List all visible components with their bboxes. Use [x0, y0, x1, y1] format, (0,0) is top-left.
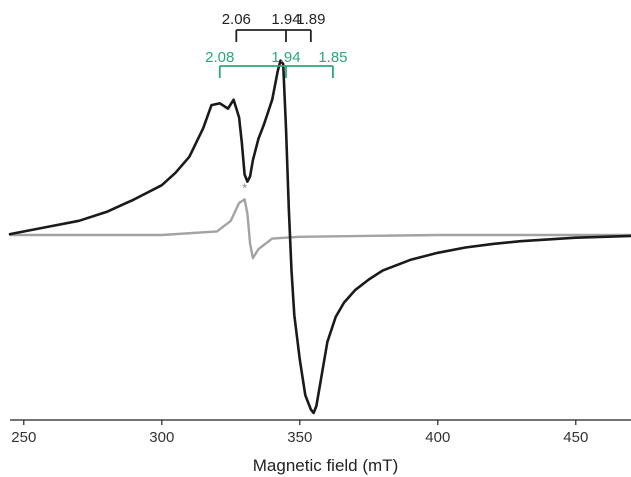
g-black-label: 1.94: [271, 11, 300, 28]
g-value-annotations: 2.06 1.941.892.08 1.94 1.85: [205, 11, 348, 78]
x-tick-label: 250: [11, 429, 36, 446]
g-green-label: 1.85: [318, 49, 347, 66]
x-tick-label: 450: [563, 429, 588, 446]
g-green-label: 1.94: [271, 49, 300, 66]
spectrum-traces: *: [8, 59, 631, 415]
x-tick-label: 400: [425, 429, 450, 446]
asterisk-annotation: *: [242, 181, 247, 196]
g-green-label: 2.08: [205, 49, 234, 66]
g-black-label: 1.89: [296, 11, 325, 28]
x-axis-title: Magnetic field (mT): [253, 456, 398, 475]
x-tick-label: 350: [287, 429, 312, 446]
series-line-black: [8, 59, 631, 415]
series-line-grey: [8, 198, 631, 260]
x-axis-ticks: 250 300 350 400 450: [11, 420, 588, 446]
g-black-label: 2.06: [222, 11, 251, 28]
x-tick-label: 300: [149, 429, 174, 446]
